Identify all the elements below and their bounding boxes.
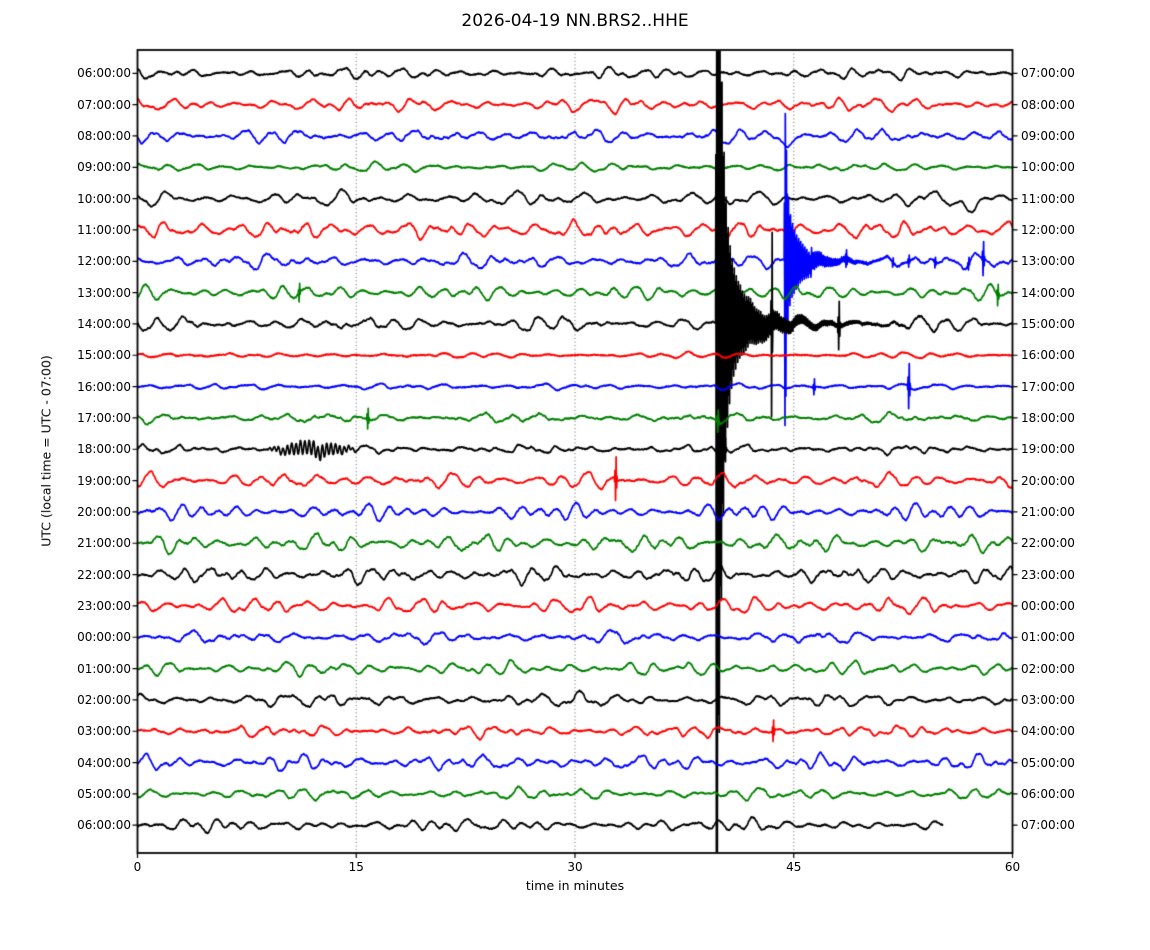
local-time-label: 20:00:00 <box>1021 473 1075 488</box>
utc-time-label: 10:00:00 <box>77 191 131 206</box>
x-tick-label: 30 <box>567 860 583 874</box>
utc-time-label: 09:00:00 <box>77 160 131 175</box>
utc-time-label: 01:00:00 <box>77 661 131 676</box>
local-time-label: 22:00:00 <box>1021 536 1075 551</box>
x-tick-label: 60 <box>1004 860 1021 874</box>
local-time-label: 09:00:00 <box>1021 128 1075 143</box>
utc-time-label: 17:00:00 <box>77 410 131 425</box>
x-tick-label: 15 <box>348 860 364 874</box>
local-time-label: 21:00:00 <box>1021 504 1075 519</box>
local-time-label: 12:00:00 <box>1021 222 1075 237</box>
local-time-label: 11:00:00 <box>1021 191 1075 206</box>
local-time-label: 13:00:00 <box>1021 254 1075 269</box>
utc-time-label: 02:00:00 <box>77 692 131 707</box>
utc-time-label: 13:00:00 <box>77 285 131 300</box>
local-time-label: 15:00:00 <box>1021 316 1075 331</box>
local-time-label: 07:00:00 <box>1021 66 1075 81</box>
local-time-label: 02:00:00 <box>1021 661 1075 676</box>
utc-time-label: 15:00:00 <box>77 348 131 363</box>
local-time-label: 19:00:00 <box>1021 442 1075 457</box>
utc-time-label: 18:00:00 <box>77 442 131 457</box>
utc-time-label: 06:00:00 <box>77 66 131 81</box>
utc-time-label: 22:00:00 <box>77 567 131 582</box>
local-time-label: 14:00:00 <box>1021 285 1075 300</box>
x-axis-label: time in minutes <box>525 878 625 893</box>
local-time-label: 17:00:00 <box>1021 379 1075 394</box>
local-time-label: 16:00:00 <box>1021 348 1075 363</box>
utc-time-label: 08:00:00 <box>77 128 131 143</box>
local-time-label: 18:00:00 <box>1021 410 1075 425</box>
x-tick-label: 45 <box>786 860 802 874</box>
plot-title: 2026-04-19 NN.BRS2..HHE <box>461 11 689 31</box>
local-time-label: 10:00:00 <box>1021 160 1075 175</box>
utc-time-label: 19:00:00 <box>77 473 131 488</box>
local-time-label: 03:00:00 <box>1021 692 1075 707</box>
utc-time-label: 12:00:00 <box>77 254 131 269</box>
utc-time-label: 21:00:00 <box>77 536 131 551</box>
utc-time-label: 11:00:00 <box>77 222 131 237</box>
local-time-label: 05:00:00 <box>1021 755 1075 770</box>
local-time-label: 00:00:00 <box>1021 598 1075 613</box>
utc-time-label: 14:00:00 <box>77 316 131 331</box>
utc-time-label: 04:00:00 <box>77 755 131 770</box>
utc-time-label: 03:00:00 <box>77 724 131 739</box>
local-time-label: 23:00:00 <box>1021 567 1075 582</box>
utc-time-label: 16:00:00 <box>77 379 131 394</box>
local-time-label: 06:00:00 <box>1021 786 1075 801</box>
local-time-label: 08:00:00 <box>1021 97 1075 112</box>
utc-time-label: 20:00:00 <box>77 504 131 519</box>
local-time-label: 07:00:00 <box>1021 818 1075 833</box>
local-time-label: 01:00:00 <box>1021 630 1075 645</box>
y-axis-label: UTC (local time = UTC - 07:00) <box>38 355 54 547</box>
utc-time-label: 00:00:00 <box>77 630 131 645</box>
utc-time-label: 05:00:00 <box>77 786 131 801</box>
utc-time-label: 07:00:00 <box>77 97 131 112</box>
x-tick-label: 0 <box>133 860 142 874</box>
local-time-label: 04:00:00 <box>1021 724 1075 739</box>
utc-time-label: 06:00:00 <box>77 818 131 833</box>
utc-time-label: 23:00:00 <box>77 598 131 613</box>
